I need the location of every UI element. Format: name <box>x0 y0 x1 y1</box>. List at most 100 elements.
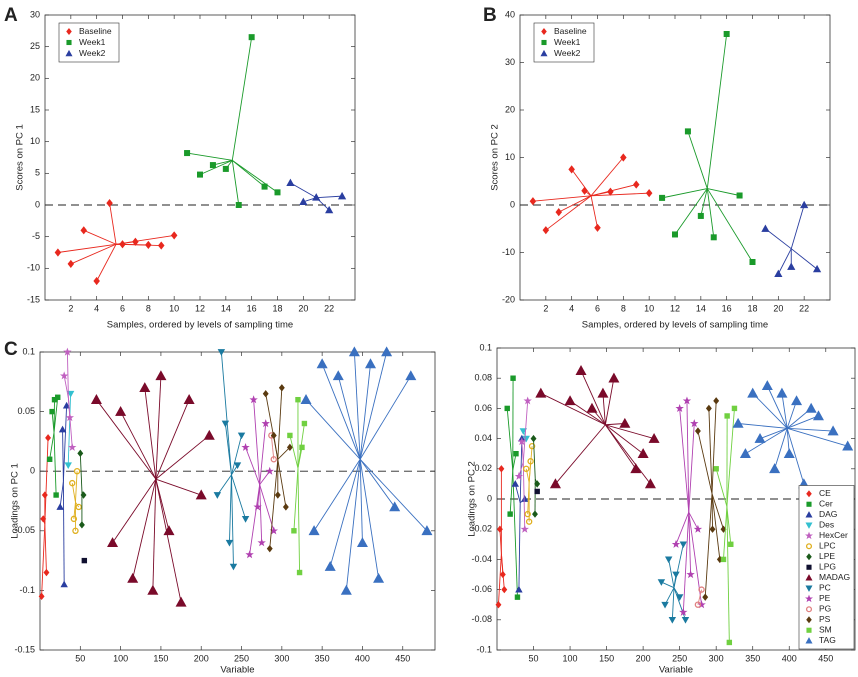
star-ray <box>187 152 233 161</box>
marker <box>774 269 783 278</box>
marker <box>528 442 536 450</box>
marker <box>203 429 215 440</box>
star-ray <box>53 432 57 496</box>
marker <box>507 511 513 517</box>
legend-marker <box>805 511 813 518</box>
star-ray <box>132 479 157 579</box>
y-axis-label: Scores on PC 1 <box>15 124 26 191</box>
marker <box>119 240 126 249</box>
marker <box>132 237 139 246</box>
marker <box>568 165 575 174</box>
marker <box>523 396 532 405</box>
marker <box>525 518 533 525</box>
marker <box>184 150 191 157</box>
y-tick-label: 0.1 <box>22 346 35 356</box>
marker <box>496 525 503 533</box>
y-tick-label: 0.05 <box>17 406 35 416</box>
star-ray <box>673 544 684 588</box>
legend-marker <box>541 39 547 46</box>
star-ray <box>273 435 279 460</box>
star-ray <box>707 188 740 196</box>
y-tick-label: -15 <box>27 294 40 304</box>
x-tick-label: 20 <box>298 303 308 313</box>
star-ray <box>62 405 68 482</box>
marker <box>286 178 295 187</box>
marker <box>301 420 308 427</box>
marker <box>274 491 281 499</box>
star-ray <box>96 399 157 480</box>
y-axis-label: Scores on PC 2 <box>490 124 501 191</box>
marker <box>694 601 702 608</box>
marker <box>542 226 550 235</box>
panel-label: A <box>4 5 18 26</box>
star-ray <box>514 483 521 503</box>
marker <box>710 234 717 241</box>
marker <box>183 394 195 404</box>
y-axis-label: Loadings on PC 1 <box>10 463 21 539</box>
legend-label: LPG <box>819 562 836 572</box>
x-tick-label: 200 <box>194 653 209 663</box>
marker <box>257 538 266 547</box>
star-ray <box>591 192 650 197</box>
marker <box>270 456 277 463</box>
marker <box>70 515 78 523</box>
star-ray <box>79 453 83 492</box>
x-tick-label: 400 <box>782 653 797 663</box>
star-ray <box>359 458 428 532</box>
marker <box>405 370 417 381</box>
star-ray <box>674 188 708 235</box>
marker <box>46 456 53 462</box>
star-ray <box>605 424 644 455</box>
legend-marker <box>805 585 813 592</box>
y-tick-label: 10 <box>30 136 40 146</box>
legend-marker <box>805 543 813 550</box>
star-ray <box>75 471 78 503</box>
y-tick-label: -5 <box>32 231 40 241</box>
star-ray <box>49 432 55 460</box>
star-ray <box>605 424 655 440</box>
marker <box>233 462 242 470</box>
marker <box>637 448 649 458</box>
y-tick-label: 40 <box>505 9 515 19</box>
star-ray <box>580 370 606 425</box>
marker <box>45 434 52 442</box>
marker <box>241 516 250 523</box>
star-ray <box>62 429 64 482</box>
x-axis-label: Samples, ordered by levels of sampling t… <box>582 320 768 331</box>
star-ray <box>120 411 157 480</box>
marker <box>59 371 69 380</box>
y-tick-label: -0.08 <box>471 614 492 624</box>
y-tick-label: 15 <box>30 104 40 114</box>
marker <box>607 187 614 196</box>
star-ray <box>706 188 753 263</box>
x-axis-label: Variable <box>220 665 254 676</box>
marker <box>723 30 730 37</box>
x-tick-label: 6 <box>595 303 600 313</box>
marker <box>511 480 519 487</box>
y-tick-label: 10 <box>505 152 515 162</box>
star-ray <box>790 204 805 249</box>
x-tick-label: 100 <box>563 653 578 663</box>
marker <box>286 443 293 452</box>
marker <box>229 563 238 571</box>
marker <box>842 440 854 451</box>
y-tick-label: -0.1 <box>476 644 492 654</box>
x-tick-label: 250 <box>672 653 687 663</box>
marker <box>586 402 598 413</box>
star-ray <box>144 387 157 480</box>
star-ray <box>558 195 592 213</box>
legend-label: PC <box>819 583 831 593</box>
marker <box>519 428 528 435</box>
star-ray <box>329 459 361 567</box>
star-ray <box>63 375 69 399</box>
marker <box>597 387 609 398</box>
x-tick-label: 18 <box>272 303 282 313</box>
star-ray <box>726 506 730 643</box>
star-ray <box>697 430 713 494</box>
marker <box>812 410 824 421</box>
marker <box>324 560 336 571</box>
star-ray <box>590 195 598 228</box>
legend-label: Cer <box>819 499 833 509</box>
y-tick-label: 0.1 <box>479 342 492 352</box>
marker <box>694 427 701 435</box>
